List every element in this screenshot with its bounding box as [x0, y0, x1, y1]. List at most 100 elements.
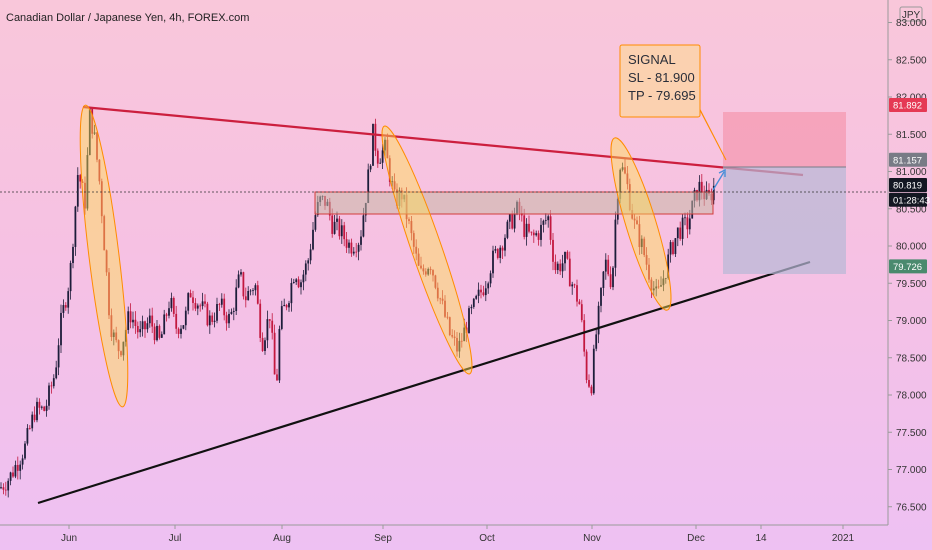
- candle-body: [7, 480, 10, 491]
- x-tick-label: Sep: [374, 533, 392, 544]
- candle-body: [129, 311, 132, 323]
- price-tag-label: 81.892: [893, 101, 922, 112]
- candle-body: [314, 215, 317, 230]
- candle-body: [288, 303, 290, 308]
- candle-body: [412, 233, 415, 247]
- candle-body: [204, 301, 206, 304]
- callout-line-1: SIGNAL: [628, 52, 676, 67]
- y-tick-label: 78.500: [896, 353, 927, 364]
- candle-body: [408, 219, 410, 222]
- candle-body: [374, 123, 377, 151]
- candle-body: [451, 335, 454, 337]
- candle-body: [504, 237, 506, 251]
- candle-body: [432, 270, 434, 276]
- candle-body: [657, 286, 660, 288]
- candle-body: [537, 233, 540, 240]
- candle-body: [357, 244, 360, 252]
- x-tick-label: 14: [755, 533, 767, 544]
- time-axis[interactable]: Jun Jul Aug Sep Oct Nov Dec 14 2021: [0, 524, 888, 544]
- candle-body: [249, 290, 252, 292]
- candle-body: [573, 284, 576, 286]
- candle-body: [244, 296, 247, 301]
- candle-body: [40, 406, 43, 408]
- x-tick-label: Aug: [273, 533, 291, 544]
- candle-body: [333, 221, 336, 234]
- candle-body: [446, 316, 449, 318]
- candle-body: [184, 310, 187, 326]
- candle-body: [88, 108, 91, 156]
- price-axis[interactable]: JPY 83.000 82.500 82.000 81.500 81.000 80.500…: [887, 0, 930, 525]
- candle-body: [436, 287, 439, 299]
- price-tag: [889, 177, 927, 192]
- candle-body: [424, 271, 427, 275]
- candle-body: [566, 251, 569, 259]
- candle-body: [96, 132, 98, 160]
- candle-body: [662, 278, 665, 286]
- candle-body: [93, 132, 96, 134]
- candle-body: [297, 279, 300, 288]
- arrow-icon: [712, 168, 726, 191]
- candle-body: [146, 323, 149, 330]
- candle-body: [304, 263, 307, 275]
- y-tick-label: 83.000: [896, 18, 927, 29]
- candle-body: [540, 224, 542, 240]
- candle-body: [650, 279, 653, 291]
- candle-body: [218, 304, 221, 305]
- candle-body: [612, 267, 614, 288]
- candle-body: [38, 401, 41, 408]
- candle-body: [477, 289, 480, 296]
- candle-body: [388, 158, 391, 182]
- candle-body: [494, 249, 497, 251]
- candle-body: [172, 297, 175, 314]
- candle-body: [674, 238, 677, 255]
- candle-body: [684, 217, 686, 219]
- candle-body: [144, 321, 146, 330]
- candle-body: [283, 304, 286, 307]
- candle-body: [21, 458, 24, 465]
- candle-body: [475, 295, 478, 299]
- candle-body: [182, 325, 185, 329]
- candle-body: [115, 332, 118, 341]
- candle-body: [98, 159, 101, 182]
- candle-body: [511, 214, 514, 229]
- candle-body: [194, 302, 197, 309]
- candle-body: [604, 259, 607, 272]
- supply-zone-box[interactable]: [314, 191, 714, 215]
- candle-body: [280, 306, 283, 329]
- resistance-trendline[interactable]: [82, 105, 804, 177]
- price-tag: [889, 152, 927, 167]
- candle-body: [585, 351, 588, 380]
- candle-body: [208, 315, 211, 326]
- y-tick-label: 81.000: [896, 167, 927, 178]
- y-tick-label: 80.000: [896, 242, 927, 253]
- candle-body: [12, 472, 14, 477]
- candle-body: [350, 242, 353, 254]
- candle-body: [230, 311, 233, 314]
- support-trendline[interactable]: [37, 260, 811, 505]
- candle-body: [376, 150, 379, 164]
- candle-body: [156, 325, 158, 341]
- candle-body: [506, 221, 509, 238]
- candle-body: [556, 263, 559, 271]
- candle-body: [648, 264, 650, 280]
- candle-body: [271, 320, 274, 333]
- price-tag-label: 80.819: [893, 180, 922, 191]
- candle-body: [33, 414, 36, 421]
- candle-body: [264, 340, 266, 351]
- candle-body: [532, 232, 535, 236]
- candle-body: [588, 379, 590, 387]
- candle-body: [362, 215, 365, 237]
- candle-body: [268, 319, 271, 321]
- candle-body: [614, 219, 617, 268]
- candle-body: [237, 274, 240, 288]
- candle-body: [266, 319, 269, 341]
- candle-body: [62, 305, 65, 313]
- signal-callout[interactable]: SIGNAL SL - 81.900 TP - 79.695: [619, 44, 727, 161]
- candle-body: [638, 224, 641, 248]
- candle-body: [26, 428, 29, 444]
- candle-body: [19, 464, 22, 471]
- candle-body: [261, 337, 264, 351]
- candle-body: [163, 314, 166, 335]
- candle-body: [441, 298, 444, 301]
